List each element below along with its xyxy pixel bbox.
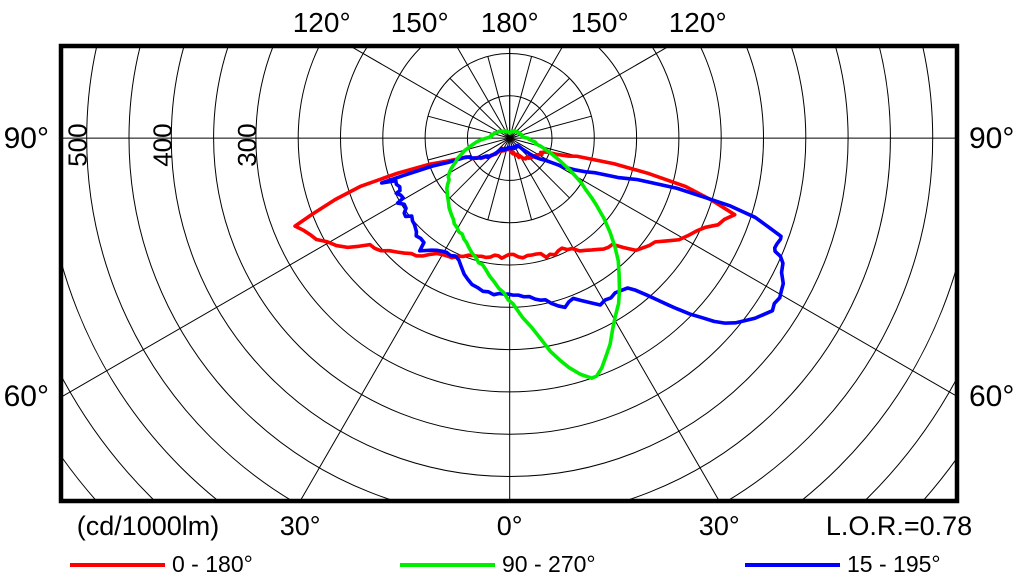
svg-text:60°: 60° [4,380,49,413]
svg-text:0 - 180°: 0 - 180° [172,551,253,577]
svg-text:90°: 90° [969,122,1014,155]
svg-text:300: 300 [232,123,262,166]
svg-text:90 - 270°: 90 - 270° [502,551,596,577]
svg-text:0°: 0° [497,511,523,541]
svg-text:(cd/1000lm): (cd/1000lm) [77,511,220,541]
svg-text:150°: 150° [571,7,629,38]
svg-text:500: 500 [63,123,93,166]
svg-text:90°: 90° [4,122,49,155]
svg-text:L.O.R.=0.78: L.O.R.=0.78 [826,511,972,541]
svg-text:30°: 30° [699,511,740,541]
svg-text:15 - 195°: 15 - 195° [847,551,941,577]
svg-text:30°: 30° [280,511,321,541]
svg-text:120°: 120° [669,7,727,38]
svg-text:180°: 180° [481,7,539,38]
svg-text:120°: 120° [293,7,351,38]
svg-text:60°: 60° [969,380,1014,413]
svg-text:400: 400 [147,123,177,166]
svg-text:150°: 150° [391,7,449,38]
